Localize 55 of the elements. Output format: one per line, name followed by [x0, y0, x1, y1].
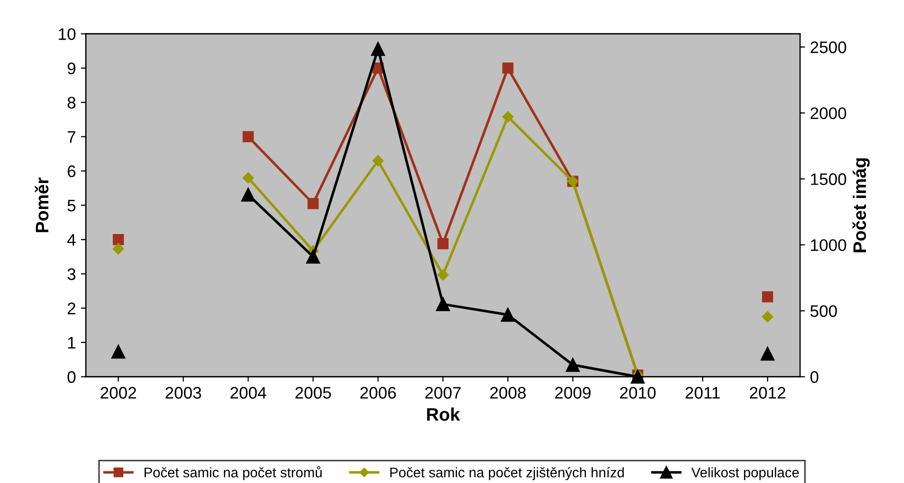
x-tick-label: 2008: [490, 386, 526, 399]
y2-tick-label: 0: [810, 371, 818, 383]
point: [630, 370, 645, 384]
y-tick-label: 10: [58, 28, 76, 40]
point: [566, 358, 580, 372]
x-tick-label: 2006: [360, 386, 396, 399]
point: [502, 62, 514, 74]
x-tick-label: 2009: [555, 386, 591, 399]
x-tick-label: 2010: [620, 386, 656, 399]
y-tick-label: 7: [68, 131, 76, 143]
y-tick-label: 1: [68, 337, 76, 348]
y2-tick-label: 1000: [811, 239, 846, 252]
point: [437, 238, 449, 250]
x-tick-label: 2002: [100, 386, 136, 399]
y2-tick-label: 2000: [810, 107, 846, 120]
x-axis-title: Rok: [427, 408, 460, 421]
y2-axis-title: Počet imág: [852, 158, 870, 252]
y-tick-label: 3: [68, 268, 76, 280]
x-tick-label: 2012: [750, 386, 786, 399]
y-tick-label: 2: [68, 302, 76, 314]
point: [760, 346, 775, 361]
y-axis-title: Poměr: [34, 177, 48, 232]
legend-label: Velikost populace: [691, 467, 799, 480]
point: [112, 234, 124, 246]
y-tick-label: 4: [67, 234, 76, 246]
legend-label: Počet samic na počet zjištěných hnízd: [390, 467, 624, 480]
point: [241, 188, 256, 202]
point: [242, 172, 254, 184]
legend-label: Počet samic na počet stromů: [144, 466, 322, 480]
point: [242, 131, 254, 142]
point: [112, 243, 124, 254]
y-tick-label: 0: [68, 371, 76, 383]
point: [308, 198, 319, 210]
x-tick-label: 2007: [425, 386, 461, 399]
point: [436, 297, 450, 312]
point: [500, 308, 515, 322]
point: [437, 269, 449, 280]
point: [762, 311, 774, 322]
x-tick-label: 2011: [686, 386, 720, 399]
x-tick-label: 2003: [166, 386, 202, 399]
y2-tick-label: 500: [810, 305, 837, 317]
x-tick-label: 2004: [230, 386, 266, 399]
y-tick-label: 9: [68, 62, 76, 74]
point: [306, 250, 320, 264]
x-tick-label: 2005: [295, 386, 331, 399]
y-tick-label: 8: [68, 96, 76, 109]
point: [111, 344, 126, 359]
point: [762, 291, 774, 302]
point: [372, 155, 384, 166]
y2-tick-label: 2500: [810, 41, 846, 54]
y2-tick-label: 1500: [811, 173, 846, 186]
y-tick-label: 6: [68, 165, 76, 178]
point: [371, 42, 385, 56]
y-tick-label: 5: [68, 200, 76, 212]
point: [502, 111, 514, 122]
